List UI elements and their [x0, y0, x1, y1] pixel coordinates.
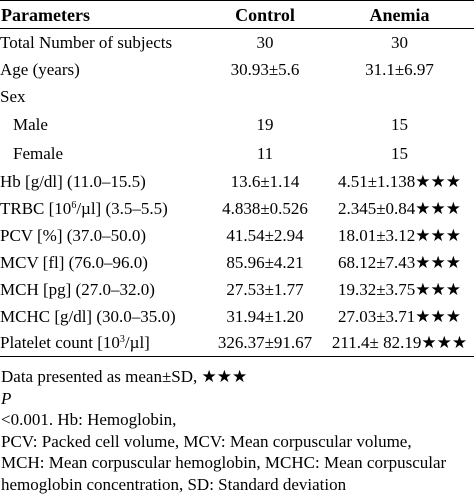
table-row: Hb [g/dl] (11.0–15.5) 13.6±1.14 4.51±1.1… [0, 168, 474, 195]
table-row: Platelet count [103/µl] 326.37±91.67 211… [0, 330, 474, 357]
control-value: 85.96±4.21 [205, 249, 325, 276]
header-control: Control [205, 1, 325, 29]
control-value: 30.93±5.6 [205, 56, 325, 83]
anemia-value: 27.03±3.71★★★ [325, 303, 474, 330]
row-label: TRBC [106/µl] (3.5–5.5) [0, 195, 205, 222]
significance-stars: ★★★ [421, 333, 467, 352]
footnote-line: Data presented as mean±SD, ★★★P<0.001. H… [1, 366, 473, 431]
significance-stars: ★★★ [415, 253, 461, 272]
row-label: MCHC [g/dl] (30.0–35.0) [0, 303, 205, 330]
footnote-line: PCV: Packed cell volume, MCV: Mean corpu… [1, 431, 473, 453]
control-value: 19 [205, 110, 325, 139]
data-table: Parameters Control Anemia Total Number o… [0, 0, 474, 357]
footnote-line: MCH: Mean corpuscular hemoglobin, MCHC: … [1, 452, 473, 474]
row-label: Male [0, 110, 205, 139]
anemia-value: 2.345±0.84★★★ [325, 195, 474, 222]
anemia-value: 15 [325, 110, 474, 139]
header-parameters: Parameters [0, 1, 205, 29]
anemia-value [325, 83, 474, 110]
row-label: PCV [%] (37.0–50.0) [0, 222, 205, 249]
table-row: MCV [fl] (76.0–96.0) 85.96±4.21 68.12±7.… [0, 249, 474, 276]
row-label: MCH [pg] (27.0–32.0) [0, 276, 205, 303]
anemia-value: 31.1±6.97 [325, 56, 474, 83]
table-row: MCH [pg] (27.0–32.0) 27.53±1.77 19.32±3.… [0, 276, 474, 303]
control-value: 326.37±91.67 [205, 330, 325, 357]
row-label: Female [0, 139, 205, 168]
control-value: 27.53±1.77 [205, 276, 325, 303]
table-footnote: Data presented as mean±SD, ★★★P<0.001. H… [1, 366, 473, 495]
page: Parameters Control Anemia Total Number o… [0, 0, 474, 454]
control-value [205, 83, 325, 110]
anemia-value: 19.32±3.75★★★ [325, 276, 474, 303]
table-row: Female 11 15 [0, 139, 474, 168]
anemia-value: 18.01±3.12★★★ [325, 222, 474, 249]
row-label: Sex [0, 83, 205, 110]
control-value: 41.54±2.94 [205, 222, 325, 249]
significance-stars: ★★★ [415, 172, 461, 191]
table-row: Age (years) 30.93±5.6 31.1±6.97 [0, 56, 474, 83]
significance-stars: ★★★ [415, 307, 461, 326]
table-row: PCV [%] (37.0–50.0) 41.54±2.94 18.01±3.1… [0, 222, 474, 249]
control-value: 13.6±1.14 [205, 168, 325, 195]
row-label: Total Number of subjects [0, 29, 205, 56]
anemia-value: 4.51±1.138★★★ [325, 168, 474, 195]
significance-stars: ★★★ [415, 199, 461, 218]
control-value: 4.838±0.526 [205, 195, 325, 222]
table-row: Total Number of subjects 30 30 [0, 29, 474, 56]
table-row: Male 19 15 [0, 110, 474, 139]
header-row: Parameters Control Anemia [0, 1, 474, 29]
significance-stars: ★★★ [415, 280, 461, 299]
anemia-value: 15 [325, 139, 474, 168]
control-value: 31.94±1.20 [205, 303, 325, 330]
row-label: Platelet count [103/µl] [0, 330, 205, 357]
significance-stars: ★★★ [415, 226, 461, 245]
anemia-value: 211.4± 82.19★★★ [325, 330, 474, 357]
row-label: Age (years) [0, 56, 205, 83]
anemia-value: 30 [325, 29, 474, 56]
footnote-line: hemoglobin concentration, SD: Standard d… [1, 474, 473, 495]
table-row: Sex [0, 83, 474, 110]
table-row: TRBC [106/µl] (3.5–5.5) 4.838±0.526 2.34… [0, 195, 474, 222]
anemia-value: 68.12±7.43★★★ [325, 249, 474, 276]
control-value: 11 [205, 139, 325, 168]
table-row: MCHC [g/dl] (30.0–35.0) 31.94±1.20 27.03… [0, 303, 474, 330]
control-value: 30 [205, 29, 325, 56]
row-label: Hb [g/dl] (11.0–15.5) [0, 168, 205, 195]
header-anemia: Anemia [325, 1, 474, 29]
row-label: MCV [fl] (76.0–96.0) [0, 249, 205, 276]
